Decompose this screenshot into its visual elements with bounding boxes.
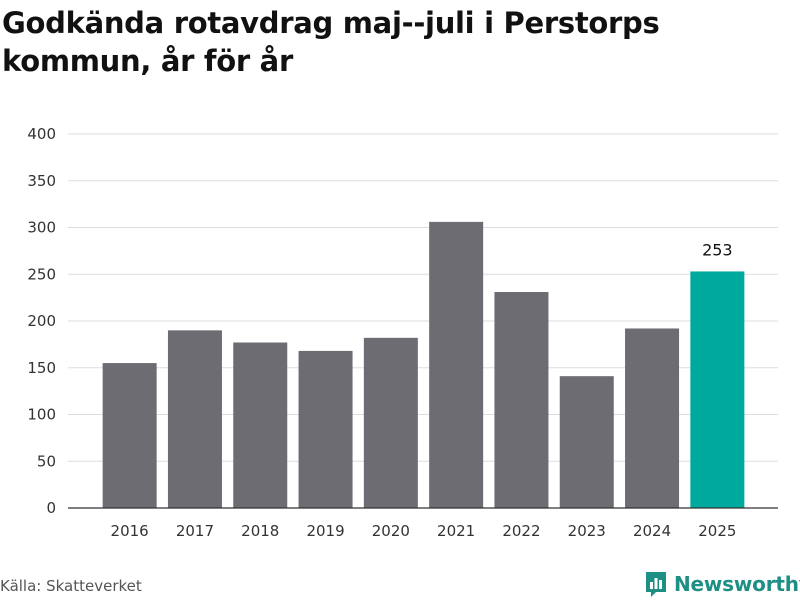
bar	[363, 337, 418, 508]
x-tick-label: 2022	[502, 522, 540, 540]
bar	[494, 292, 549, 508]
y-tick-label: 250	[27, 265, 56, 283]
bar	[690, 271, 745, 508]
bar	[559, 376, 614, 508]
bar	[167, 330, 222, 508]
newsworthy-logo-icon	[646, 572, 666, 597]
y-tick-label: 50	[37, 452, 56, 470]
data-label: 253	[702, 240, 733, 259]
y-tick-label: 350	[27, 172, 56, 190]
bar	[233, 342, 288, 508]
brand-name: Newsworthy	[674, 572, 800, 596]
y-tick-label: 150	[27, 359, 56, 377]
x-tick-label: 2025	[698, 522, 736, 540]
y-tick-label: 400	[27, 125, 56, 143]
x-tick-label: 2021	[437, 522, 475, 540]
y-tick-label: 200	[27, 312, 56, 330]
brand-logo: Newsworthy	[644, 570, 800, 598]
source-note: Källa: Skatteverket	[0, 577, 142, 595]
y-tick-label: 100	[27, 406, 56, 424]
x-tick-label: 2023	[568, 522, 606, 540]
x-tick-label: 2020	[372, 522, 410, 540]
x-tick-label: 2016	[111, 522, 149, 540]
x-tick-label: 2024	[633, 522, 671, 540]
y-tick-label: 0	[46, 499, 56, 517]
chart-title: Godkända rotavdrag maj--juli i Perstorps…	[2, 6, 660, 78]
x-tick-label: 2017	[176, 522, 214, 540]
bar	[298, 350, 353, 508]
bar	[625, 328, 680, 508]
bar	[429, 221, 484, 508]
bar	[102, 363, 157, 508]
x-tick-label: 2018	[241, 522, 279, 540]
y-tick-label: 300	[27, 219, 56, 237]
x-tick-label: 2019	[306, 522, 344, 540]
